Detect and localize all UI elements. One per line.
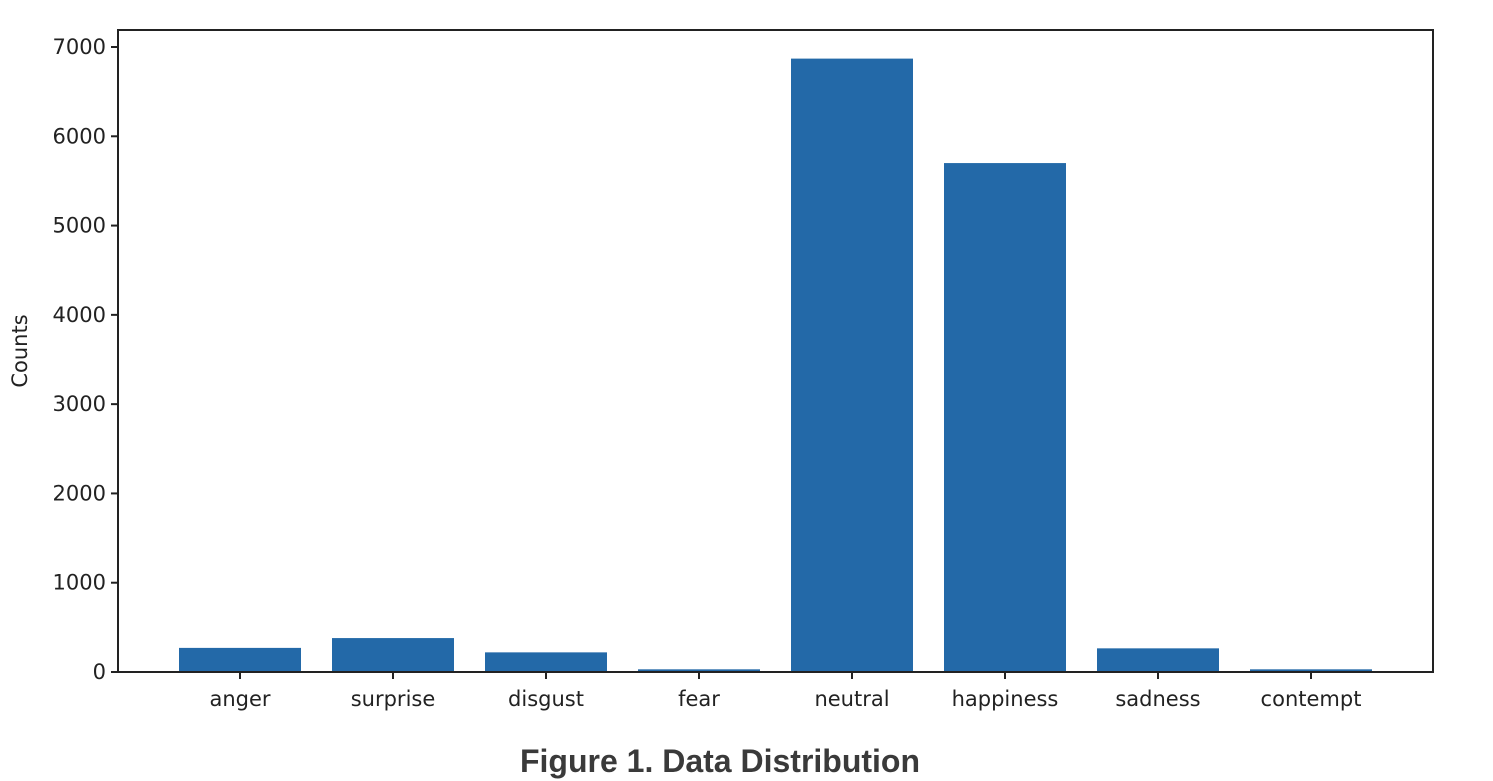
bar-fear (638, 669, 760, 672)
x-tick-label-surprise: surprise (351, 687, 436, 711)
y-tick-label: 1000 (53, 571, 106, 595)
y-tick-label: 4000 (53, 303, 106, 327)
x-tick-label-fear: fear (678, 687, 720, 711)
x-tick-label-disgust: disgust (508, 687, 584, 711)
figure-caption: Figure 1. Data Distribution (519, 743, 921, 779)
bar-contempt (1250, 669, 1372, 672)
y-tick-label: 7000 (53, 35, 106, 59)
y-axis-label: Counts (8, 314, 32, 387)
y-axis: 0 1000 2000 3000 4000 5000 6000 7000 (53, 35, 118, 684)
bar-chart: 0 1000 2000 3000 4000 5000 6000 7000 anger surpr… (8, 29, 1434, 711)
y-tick-label: 0 (93, 660, 106, 684)
y-tick-label: 3000 (53, 392, 106, 416)
plot-frame (117, 29, 1434, 673)
x-tick-label-neutral: neutral (814, 687, 889, 711)
bar-anger (179, 647, 301, 672)
x-tick-label-contempt: contempt (1261, 687, 1362, 711)
x-tick-label-sadness: sadness (1115, 687, 1200, 711)
x-tick-label-anger: anger (209, 687, 270, 711)
bar-surprise (332, 638, 454, 672)
bar-sadness (1097, 648, 1219, 672)
x-axis: anger surprise disgust fear neutral happiness… (209, 672, 1361, 711)
bar-disgust (485, 652, 607, 672)
x-tick-label-happiness: happiness (952, 687, 1059, 711)
bars-group (179, 58, 1372, 673)
bar-happiness (944, 163, 1066, 673)
bar-neutral (791, 58, 913, 673)
y-tick-label: 2000 (53, 481, 106, 505)
y-tick-label: 6000 (53, 124, 106, 148)
y-tick-label: 5000 (53, 214, 106, 238)
